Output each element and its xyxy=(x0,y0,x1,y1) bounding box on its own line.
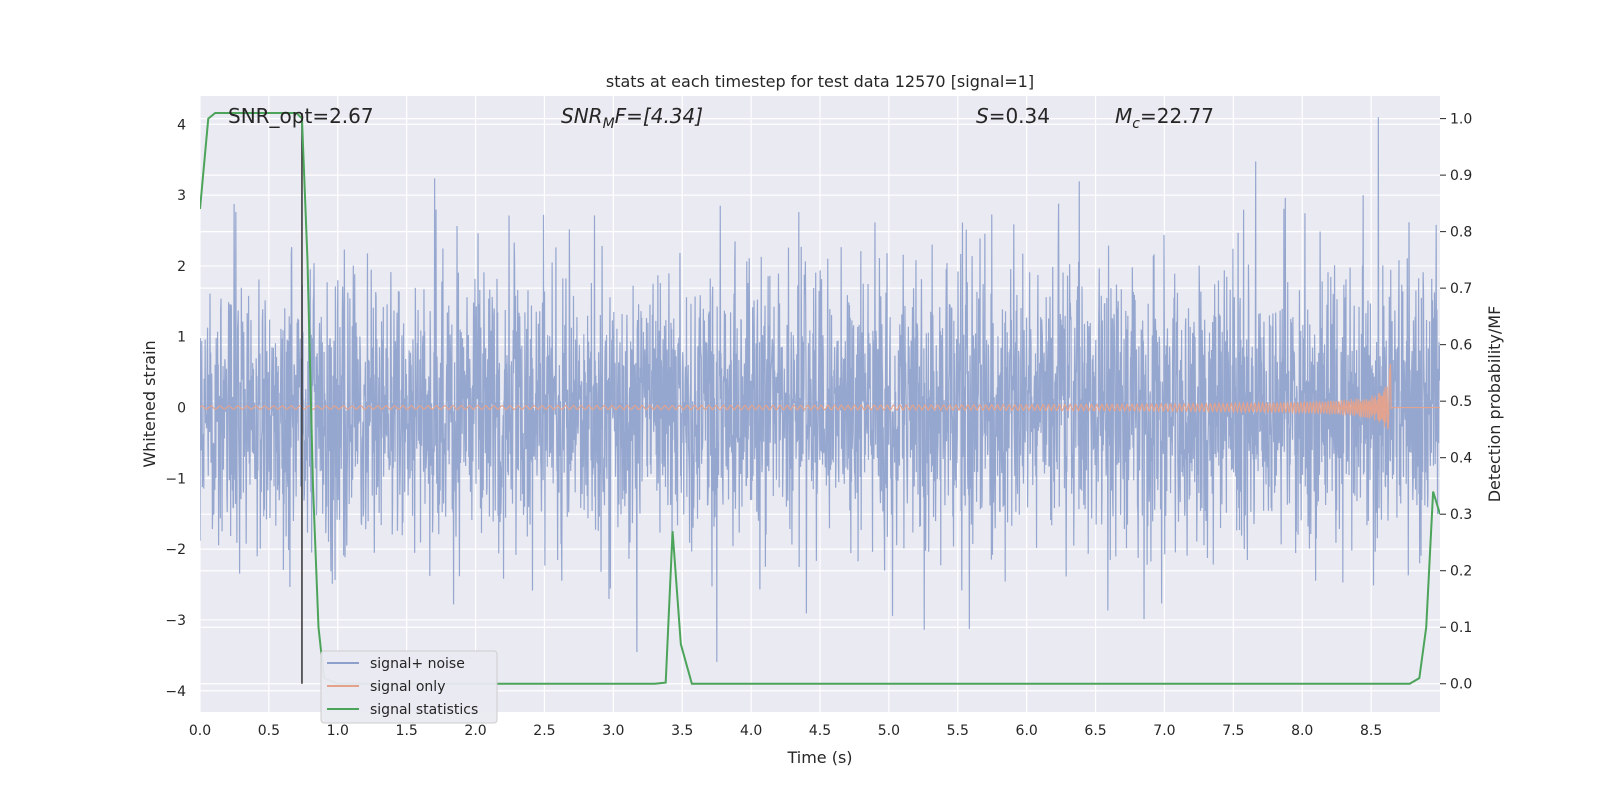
y2-tick-label: 1.0 xyxy=(1450,112,1472,128)
x-tick-label: 7.0 xyxy=(1153,723,1175,739)
x-axis-label: Time (s) xyxy=(786,748,852,767)
x-tick-label: 1.5 xyxy=(396,723,418,739)
y-tick-label: 3 xyxy=(177,188,186,204)
x-tick-label: 8.5 xyxy=(1360,723,1382,739)
series-signal-only-line xyxy=(200,363,1440,430)
plot-content xyxy=(200,111,1440,685)
y-tick-label: −2 xyxy=(165,542,186,558)
y2-axis-label: Detection probability/MF xyxy=(1485,306,1504,503)
x-tick-label: 2.0 xyxy=(464,723,486,739)
x-tick-label: 5.0 xyxy=(878,723,900,739)
y-tick-label: −4 xyxy=(165,684,186,700)
y2-tick-label: 0.1 xyxy=(1450,620,1472,636)
legend-box xyxy=(320,650,498,724)
y-tick-label: −1 xyxy=(165,471,186,487)
annotation-s-rest: =0.34 xyxy=(989,104,1050,128)
y-tick-label: −3 xyxy=(165,613,186,629)
x-tick-label: 0.5 xyxy=(258,723,280,739)
x-tick-label: 5.5 xyxy=(947,723,969,739)
series-signal-noise-line xyxy=(200,117,1440,662)
legend: signal+ noise signal only signal statist… xyxy=(320,650,498,724)
annotation-mc-main: M xyxy=(1115,104,1132,128)
y2-tick-label: 0.4 xyxy=(1450,451,1472,467)
x-tick-label: 2.5 xyxy=(533,723,555,739)
x-tick-label: 8.0 xyxy=(1291,723,1313,739)
x-tick-label: 4.0 xyxy=(740,723,762,739)
annotation-mc: Mc=22.77 xyxy=(1115,104,1214,132)
x-axis-ticks: 0.0 0.5 1.0 1.5 2.0 2.5 3.0 3.5 4.0 4.5 5.0 5.5 6.0 6… xyxy=(189,723,1382,739)
annotation-snr-mf-rest: F=[4.34] xyxy=(615,104,703,128)
x-tick-label: 3.5 xyxy=(671,723,693,739)
y-axis-label: Whitened strain xyxy=(140,340,159,467)
y2-tick-label: 0.6 xyxy=(1450,338,1472,354)
legend-label-signal-statistics: signal statistics xyxy=(370,702,478,718)
y-tick-label: 1 xyxy=(177,330,186,346)
annotation-snr-opt: SNR_opt=2.67 xyxy=(228,104,374,128)
series-signal-statistics-line xyxy=(200,111,1440,685)
legend-label-signal-only: signal only xyxy=(370,679,445,695)
y2-tick-label: 0.3 xyxy=(1450,507,1472,523)
x-tick-label: 6.5 xyxy=(1084,723,1106,739)
y2-axis-ticks: 1.0 0.9 0.8 0.7 0.6 0.5 0.4 0.3 0.2 0.1 0.0 xyxy=(1440,112,1472,693)
y2-tick-label: 0.7 xyxy=(1450,281,1472,297)
annotation-snr-mf-main: SNR xyxy=(561,104,603,128)
x-tick-label: 1.0 xyxy=(327,723,349,739)
y2-tick-label: 0.2 xyxy=(1450,564,1472,580)
annotation-s: S=0.34 xyxy=(976,104,1050,128)
y-tick-label: 2 xyxy=(177,259,186,275)
y-axis-ticks: 4 3 2 1 0 −1 −2 −3 −4 xyxy=(165,117,186,699)
y2-tick-label: 0.5 xyxy=(1450,394,1472,410)
annotation-mc-rest: =22.77 xyxy=(1140,104,1214,128)
y2-tick-label: 0.9 xyxy=(1450,168,1472,184)
y-tick-label: 4 xyxy=(177,117,186,133)
annotation-mc-sub: c xyxy=(1132,116,1140,132)
x-tick-label: 4.5 xyxy=(809,723,831,739)
annotation-s-main: S xyxy=(976,104,989,128)
y2-tick-label: 0.0 xyxy=(1450,677,1472,693)
annotation-snr-mf-sub: M xyxy=(603,116,615,132)
x-tick-label: 7.5 xyxy=(1222,723,1244,739)
chart-title: stats at each timestep for test data 125… xyxy=(606,72,1034,91)
y2-tick-label: 0.8 xyxy=(1450,225,1472,241)
legend-label-signal-noise: signal+ noise xyxy=(370,656,465,672)
x-tick-label: 3.0 xyxy=(602,723,624,739)
x-tick-label: 6.0 xyxy=(1016,723,1038,739)
y-tick-label: 0 xyxy=(177,401,186,417)
annotation-snr-mf: SNRMF=[4.34] xyxy=(561,104,703,132)
x-tick-label: 0.0 xyxy=(189,723,211,739)
